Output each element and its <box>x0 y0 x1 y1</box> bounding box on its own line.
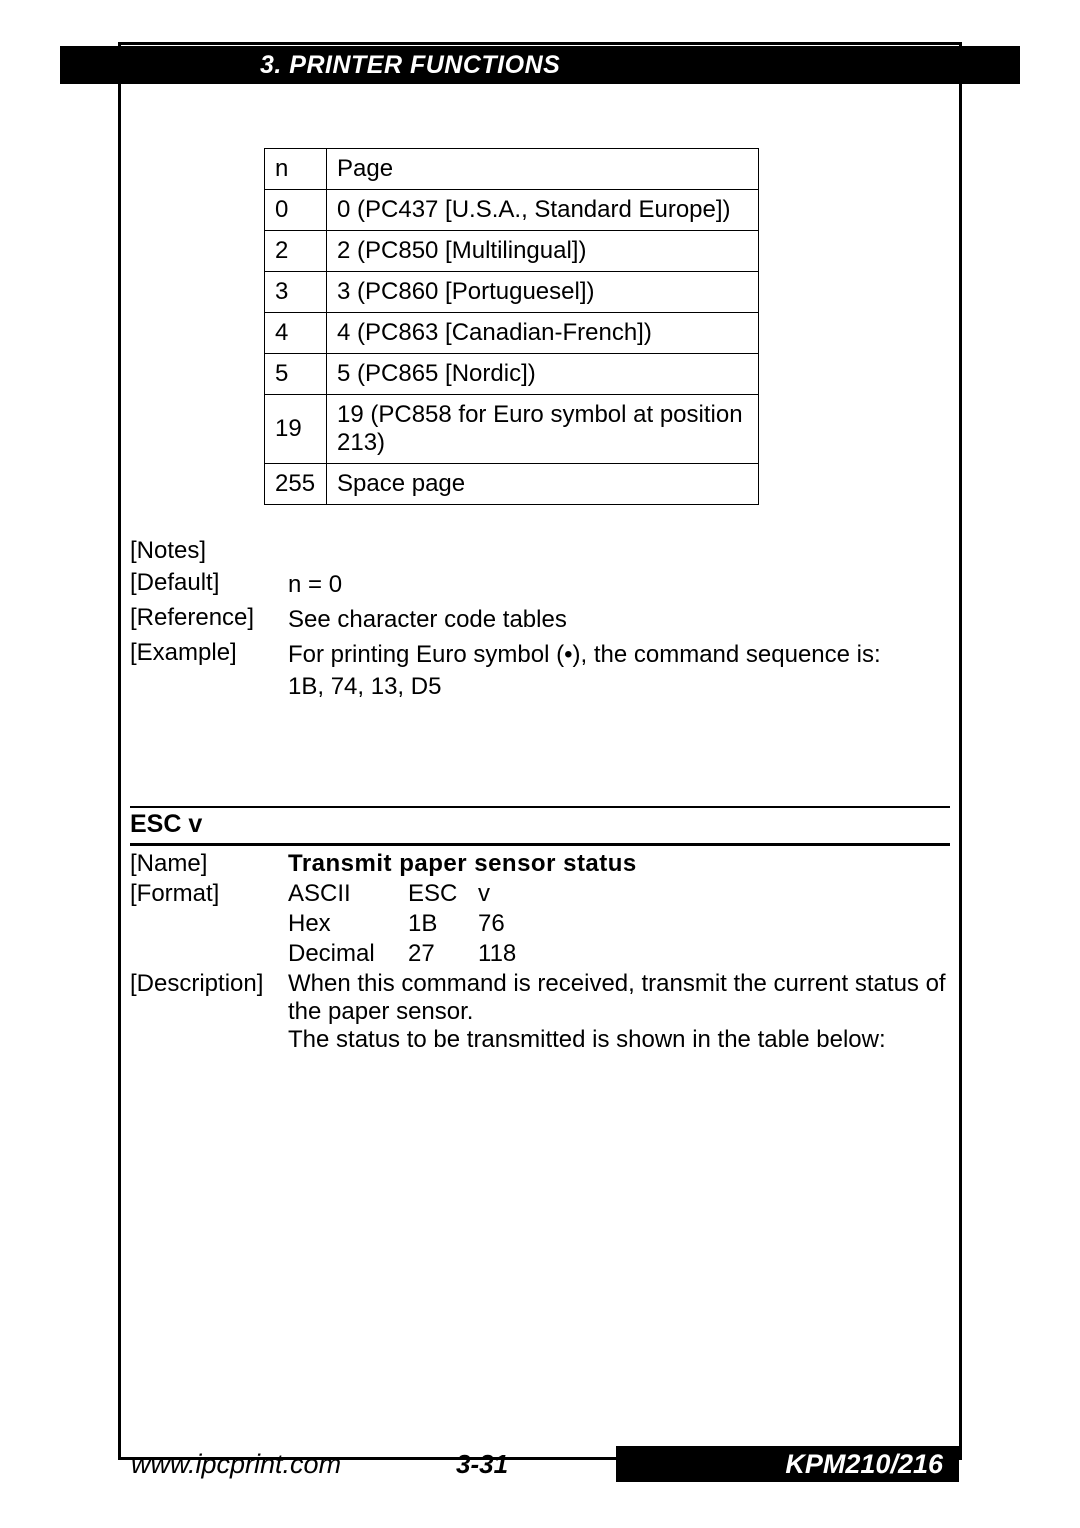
table-cell: 19 <box>265 395 327 464</box>
reference-value: See character code tables <box>288 604 950 635</box>
description-value: When this command is received, transmit … <box>288 970 950 1054</box>
chapter-header-title: 3. PRINTER FUNCTIONS <box>60 46 1020 84</box>
footer-model: KPM210/216 <box>616 1446 959 1482</box>
command-section-title: ESC v <box>130 810 950 839</box>
description-row: [Description] When this command is recei… <box>130 970 950 1054</box>
format-dec-v1: 27 <box>408 940 478 968</box>
format-label: [Format] <box>130 880 288 968</box>
table-cell: 2 <box>265 231 327 272</box>
description-line-1: When this command is received, transmit … <box>288 970 946 1025</box>
table-cell: n <box>265 149 327 190</box>
name-label: [Name] <box>130 850 288 878</box>
format-ascii-label: ASCII <box>288 880 408 908</box>
format-hex-v2: 76 <box>478 910 548 938</box>
notes-value <box>288 537 950 565</box>
table-row: 22 (PC850 [Multilingual]) <box>265 231 759 272</box>
default-row: [Default] n = 0 <box>130 569 950 600</box>
format-dec-v2: 118 <box>478 940 548 968</box>
table-row: 255Space page <box>265 464 759 505</box>
table-row: 33 (PC860 [Portuguesel]) <box>265 272 759 313</box>
format-value: ASCII ESC v Hex 1B 76 Decimal 27 118 <box>288 880 950 968</box>
format-grid: ASCII ESC v Hex 1B 76 Decimal 27 118 <box>288 880 950 968</box>
table-cell: 3 <box>265 272 327 313</box>
command-block: [Name] Transmit paper sensor status [For… <box>130 850 950 1054</box>
default-value: n = 0 <box>288 569 950 600</box>
table-row: 44 (PC863 [Canadian-French]) <box>265 313 759 354</box>
description-line-2: The status to be transmitted is shown in… <box>288 1026 886 1053</box>
chapter-header-bar: 3. PRINTER FUNCTIONS <box>60 46 1020 84</box>
table-row: nPage <box>265 149 759 190</box>
format-hex-v1: 1B <box>408 910 478 938</box>
example-row: [Example] For printing Euro symbol (•), … <box>130 639 950 701</box>
table-cell: 0 <box>265 190 327 231</box>
format-ascii-v2: v <box>478 880 548 908</box>
table-cell: 5 <box>265 354 327 395</box>
command-section-header: ESC v <box>130 806 950 846</box>
footer-url: www.ipcprint.com <box>121 1446 456 1482</box>
table-cell: Page <box>327 149 759 190</box>
reference-row: [Reference] See character code tables <box>130 604 950 635</box>
table-cell: 0 (PC437 [U.S.A., Standard Europe]) <box>327 190 759 231</box>
name-value: Transmit paper sensor status <box>288 850 950 878</box>
format-hex-label: Hex <box>288 910 408 938</box>
table-row: 1919 (PC858 for Euro symbol at position … <box>265 395 759 464</box>
reference-label: [Reference] <box>130 604 288 635</box>
format-ascii-v1: ESC <box>408 880 478 908</box>
format-dec-label: Decimal <box>288 940 408 968</box>
table-cell: Space page <box>327 464 759 505</box>
table-cell: 2 (PC850 [Multilingual]) <box>327 231 759 272</box>
notes-label: [Notes] <box>130 537 288 565</box>
default-label: [Default] <box>130 569 288 600</box>
example-value: For printing Euro symbol (•), the comman… <box>288 639 950 701</box>
example-line-1: For printing Euro symbol (•), the comman… <box>288 641 881 668</box>
page-footer: www.ipcprint.com 3-31 KPM210/216 <box>121 1446 959 1482</box>
example-label: [Example] <box>130 639 288 701</box>
notes-row: [Notes] <box>130 537 950 565</box>
example-line-2: 1B, 74, 13, D5 <box>288 673 441 700</box>
format-row: [Format] ASCII ESC v Hex 1B 76 Decimal 2… <box>130 880 950 968</box>
table-row: 55 (PC865 [Nordic]) <box>265 354 759 395</box>
table-cell: 5 (PC865 [Nordic]) <box>327 354 759 395</box>
definitions-block: [Notes] [Default] n = 0 [Reference] See … <box>130 537 950 702</box>
footer-page-number: 3-31 <box>456 1446 616 1482</box>
table-cell: 3 (PC860 [Portuguesel]) <box>327 272 759 313</box>
table-row: 00 (PC437 [U.S.A., Standard Europe]) <box>265 190 759 231</box>
page-content: nPage 00 (PC437 [U.S.A., Standard Europe… <box>130 100 950 1056</box>
name-row: [Name] Transmit paper sensor status <box>130 850 950 878</box>
table-cell: 255 <box>265 464 327 505</box>
table-cell: 19 (PC858 for Euro symbol at position 21… <box>327 395 759 464</box>
table-cell: 4 <box>265 313 327 354</box>
table-cell: 4 (PC863 [Canadian-French]) <box>327 313 759 354</box>
code-page-table: nPage 00 (PC437 [U.S.A., Standard Europe… <box>264 148 759 505</box>
description-label: [Description] <box>130 970 288 1054</box>
